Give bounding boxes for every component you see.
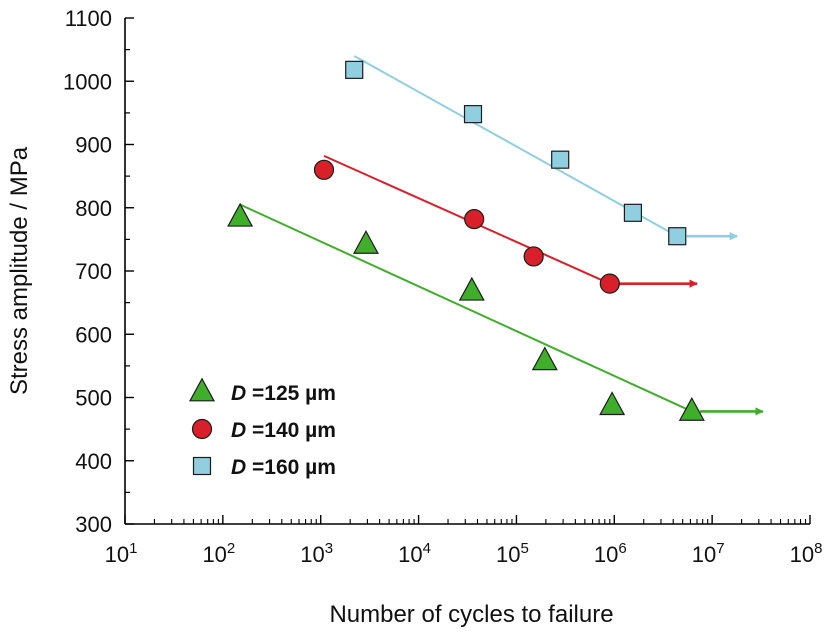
y-tick-label: 1000 — [63, 69, 112, 94]
y-tick-label: 900 — [75, 133, 112, 158]
data-point-triangle — [458, 276, 485, 301]
legend-marker-square — [192, 456, 212, 476]
x-tick-label: 102 — [202, 540, 235, 567]
data-point-triangle — [352, 229, 379, 254]
runout-arrows — [618, 232, 764, 416]
fit-line-triangle — [239, 203, 693, 413]
data-point-circle — [313, 159, 335, 180]
data-point-square — [345, 60, 364, 79]
data-point-circle — [464, 209, 485, 230]
x-tick-label: 107 — [692, 540, 725, 567]
y-tick-label: 800 — [75, 196, 112, 221]
x-tick-label: 108 — [790, 540, 823, 567]
data-point-square — [623, 203, 643, 222]
data-point-square — [551, 150, 570, 169]
data-points — [227, 60, 705, 421]
data-point-triangle — [599, 391, 626, 416]
y-tick-label: 600 — [75, 322, 112, 347]
data-point-circle — [523, 246, 544, 267]
plot-axes — [124, 17, 811, 525]
data-point-square — [463, 105, 483, 124]
y-axis-title: Stress amplitude / MPa — [6, 146, 33, 395]
legend: D =125 µm D =140 µm D =160 µm — [188, 377, 336, 479]
y-tick-label: 1100 — [65, 6, 112, 31]
legend-entry-triangle: D =125 µm — [231, 382, 336, 405]
x-tick-label: 106 — [594, 540, 627, 567]
x-tick-label: 105 — [496, 540, 529, 567]
data-point-circle — [599, 273, 620, 294]
y-tick-label: 300 — [75, 512, 112, 537]
x-tick-label: 103 — [300, 540, 333, 567]
legend-marker-circle — [191, 418, 213, 440]
data-point-triangle — [531, 346, 558, 371]
tick-labels: 300 400 500 600 700 800 900 1000 1100 101 102 103 10… — [63, 6, 822, 567]
data-point-triangle — [678, 396, 705, 421]
legend-entry-square: D =160 µm — [231, 456, 336, 479]
legend-marker-triangle — [188, 377, 216, 402]
fit-line-square — [353, 55, 678, 238]
x-axis-title: Number of cycles to failure — [329, 601, 613, 628]
y-tick-label: 500 — [75, 386, 112, 411]
data-point-triangle — [227, 202, 254, 227]
y-tick-label: 700 — [75, 259, 112, 284]
y-tick-label: 400 — [75, 449, 112, 474]
x-tick-label: 104 — [398, 540, 431, 567]
data-point-square — [668, 227, 687, 246]
x-tick-label: 101 — [105, 540, 138, 567]
legend-entry-circle: D =140 µm — [231, 419, 336, 442]
